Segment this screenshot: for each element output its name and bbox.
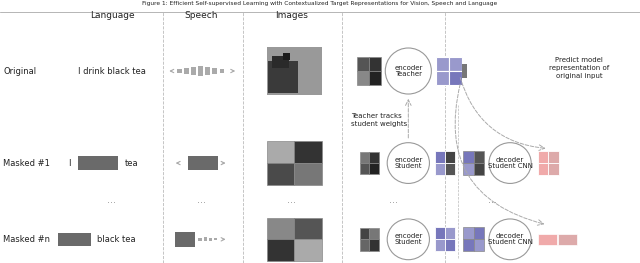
Text: Student: Student	[395, 163, 422, 169]
Bar	[445, 163, 455, 175]
Bar	[284, 53, 290, 60]
Bar	[435, 163, 445, 175]
Bar	[220, 69, 224, 73]
Text: Figure 1: Efficient Self-supervised Learning with Contextualized Target Represen: Figure 1: Efficient Self-supervised Lear…	[142, 1, 498, 6]
Bar	[198, 238, 202, 241]
Bar	[474, 239, 484, 251]
Bar	[369, 228, 379, 239]
Text: ...: ...	[389, 195, 398, 205]
Bar	[214, 238, 217, 240]
Text: Predict model
representation of
original input: Predict model representation of original…	[549, 57, 609, 79]
Bar	[538, 163, 548, 175]
Bar	[435, 227, 445, 239]
Bar	[184, 68, 189, 74]
Bar	[360, 152, 369, 163]
Bar	[449, 71, 462, 85]
Ellipse shape	[385, 48, 431, 94]
Bar	[474, 227, 484, 239]
Bar	[294, 218, 322, 239]
Bar	[548, 151, 559, 163]
Bar	[294, 239, 322, 261]
Text: Images: Images	[275, 11, 308, 19]
Bar	[558, 234, 577, 245]
Bar	[177, 69, 182, 73]
Bar	[294, 163, 322, 185]
Text: ...: ...	[108, 195, 116, 205]
Bar	[357, 71, 369, 85]
Ellipse shape	[489, 143, 531, 184]
Text: Masked #n: Masked #n	[3, 235, 50, 244]
Text: Student: Student	[395, 239, 422, 245]
Text: encoder: encoder	[394, 234, 422, 239]
Bar	[436, 57, 449, 71]
Text: Student CNN: Student CNN	[488, 239, 532, 245]
Text: ...: ...	[488, 195, 497, 205]
Bar	[436, 71, 449, 85]
Bar	[188, 156, 218, 170]
Bar	[78, 156, 118, 170]
Text: Language: Language	[90, 11, 134, 19]
Bar	[268, 218, 294, 239]
Bar	[268, 47, 322, 95]
Text: decoder: decoder	[496, 234, 524, 239]
Ellipse shape	[489, 219, 531, 260]
Bar	[369, 57, 381, 71]
Text: encoder: encoder	[394, 65, 422, 71]
Bar	[463, 163, 474, 175]
Text: ...: ...	[287, 195, 296, 205]
Bar	[369, 71, 381, 85]
Bar	[445, 239, 455, 251]
Bar	[175, 232, 195, 247]
Bar	[268, 141, 294, 163]
Bar	[212, 68, 217, 74]
Bar	[191, 67, 196, 75]
Bar	[294, 141, 322, 163]
Bar	[445, 151, 455, 163]
Bar	[474, 151, 484, 163]
Bar	[445, 227, 455, 239]
Bar	[369, 152, 379, 163]
Bar	[357, 57, 369, 71]
Text: Masked #1: Masked #1	[3, 159, 50, 168]
Bar	[268, 163, 294, 185]
Bar	[369, 239, 379, 250]
Bar	[463, 151, 474, 163]
Text: tea: tea	[125, 159, 138, 168]
Bar	[209, 238, 212, 241]
Ellipse shape	[387, 219, 429, 260]
Text: Speech: Speech	[185, 11, 218, 19]
Text: Teacher tracks
student weights: Teacher tracks student weights	[351, 113, 407, 127]
Bar	[360, 239, 369, 250]
Bar	[474, 163, 484, 175]
Bar	[463, 239, 474, 251]
Text: Teacher: Teacher	[395, 71, 422, 77]
Bar	[548, 163, 559, 175]
Text: Original: Original	[3, 67, 36, 75]
Text: I: I	[68, 159, 71, 168]
Text: Student CNN: Student CNN	[488, 163, 532, 169]
Bar	[538, 234, 557, 245]
Bar	[204, 237, 207, 241]
Text: encoder: encoder	[394, 157, 422, 163]
Bar	[462, 64, 467, 78]
Text: I drink black tea: I drink black tea	[78, 67, 146, 75]
Bar	[435, 239, 445, 251]
Bar	[360, 228, 369, 239]
Bar	[268, 239, 294, 261]
Bar	[269, 61, 298, 93]
Bar	[58, 233, 91, 246]
Bar	[369, 163, 379, 174]
Text: decoder: decoder	[496, 157, 524, 163]
Bar	[205, 67, 210, 75]
Bar	[360, 163, 369, 174]
Text: black tea: black tea	[97, 235, 136, 244]
Bar	[538, 151, 548, 163]
Bar	[449, 57, 462, 71]
Bar	[435, 151, 445, 163]
Ellipse shape	[387, 143, 429, 184]
Text: ...: ...	[197, 195, 206, 205]
Bar	[198, 66, 203, 76]
Bar	[463, 227, 474, 239]
Bar	[273, 56, 289, 68]
